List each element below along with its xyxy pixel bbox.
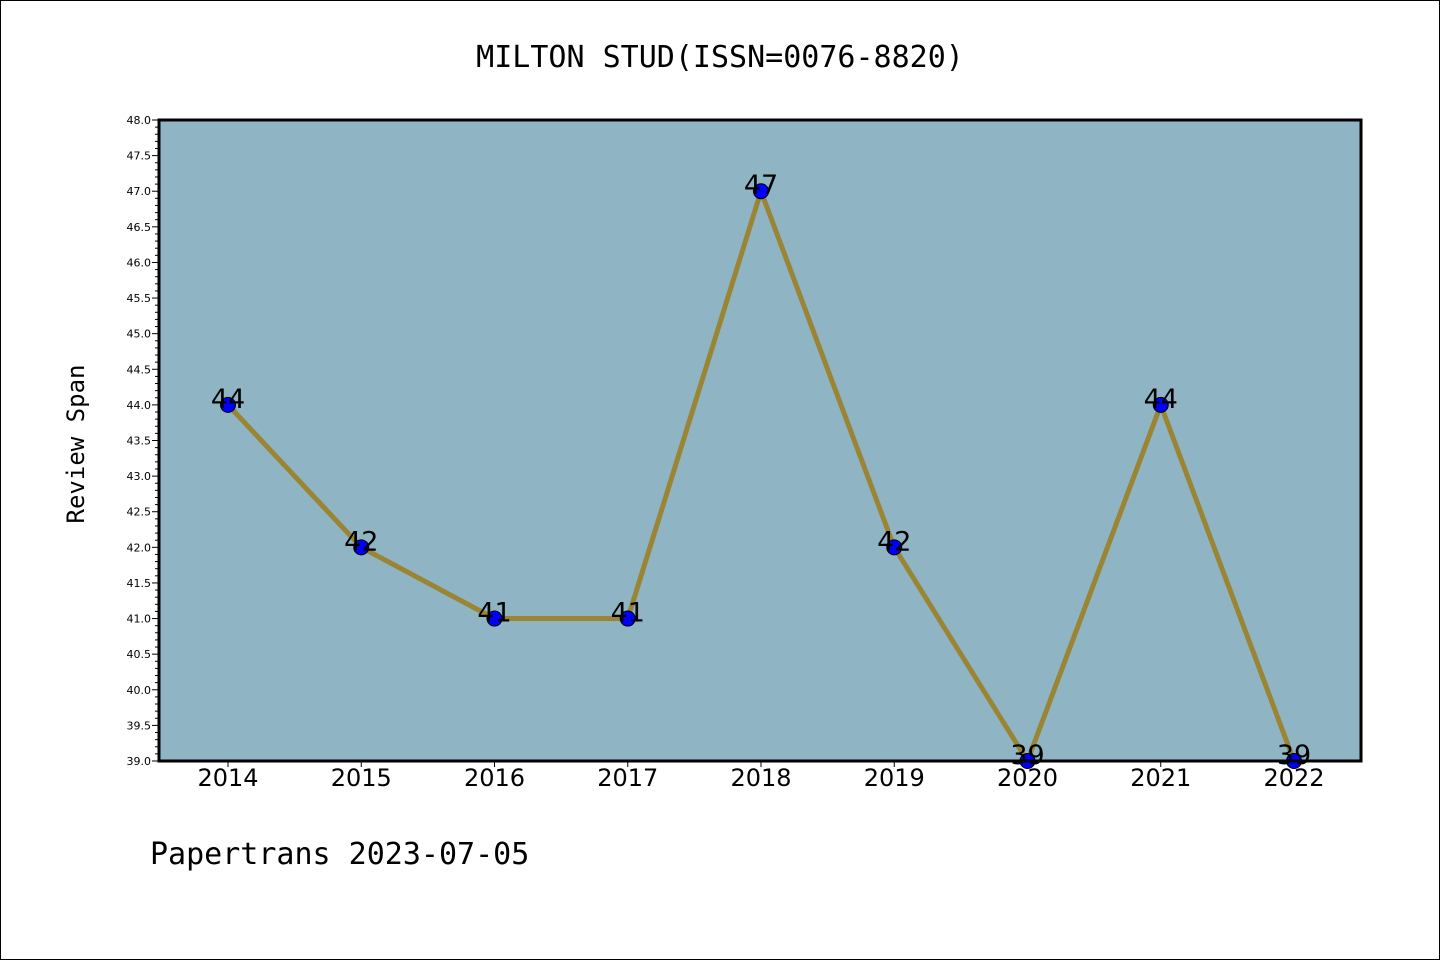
chart-title: MILTON STUD(ISSN=0076-8820) bbox=[476, 40, 964, 75]
data-label: 47 bbox=[744, 170, 778, 201]
data-label: 44 bbox=[211, 384, 245, 415]
x-tick-label: 2016 bbox=[464, 764, 525, 792]
data-point bbox=[1152, 396, 1169, 413]
y-tick-label: 40.0 bbox=[127, 684, 152, 697]
x-axis: 2014 2015 2016 2017 2018 2019 2020 2021 2022 bbox=[197, 761, 1325, 792]
y-tick-label: 44.0 bbox=[127, 399, 152, 412]
y-tick-label: 41.0 bbox=[127, 613, 152, 626]
y-tick-label: 47.5 bbox=[127, 150, 152, 163]
data-point bbox=[353, 539, 370, 556]
data-point bbox=[220, 396, 236, 413]
data-point bbox=[486, 610, 503, 627]
data-point bbox=[886, 539, 903, 556]
data-label: 39 bbox=[1277, 740, 1311, 771]
y-tick-label: 46.0 bbox=[127, 256, 152, 269]
y-tick-label: 42.5 bbox=[127, 506, 152, 519]
x-tick-label: 2021 bbox=[1130, 764, 1191, 792]
x-tick-label: 2017 bbox=[597, 764, 658, 792]
y-tick-label: 40.5 bbox=[127, 648, 152, 661]
data-label: 39 bbox=[1010, 740, 1044, 771]
y-tick-label: 43.0 bbox=[127, 470, 152, 483]
y-tick-label: 42.0 bbox=[127, 541, 152, 554]
y-tick-label: 47.0 bbox=[127, 185, 152, 198]
footer-text: Papertrans 2023-07-05 bbox=[150, 837, 529, 872]
y-axis: 39.0 39.5 40.0 40.5 41.0 41.5 42.0 42.5 43.0 43.5… bbox=[127, 114, 159, 768]
data-label: 42 bbox=[877, 526, 911, 557]
y-tick-label: 48.0 bbox=[127, 114, 152, 127]
data-label: 41 bbox=[611, 598, 645, 629]
data-labels: 44 42 41 41 47 42 39 44 39 bbox=[211, 170, 1311, 771]
y-tick-label: 45.5 bbox=[127, 292, 152, 305]
data-point bbox=[619, 610, 636, 627]
plot-border bbox=[157, 118, 1363, 763]
data-label: 41 bbox=[477, 598, 511, 629]
y-axis-label: Review Span bbox=[62, 365, 90, 524]
y-tick-label: 46.5 bbox=[127, 221, 152, 234]
y-tick-label: 44.5 bbox=[127, 363, 152, 376]
y-tick-label: 39.5 bbox=[127, 719, 152, 732]
data-label: 42 bbox=[344, 526, 378, 557]
y-tick-label: 41.5 bbox=[127, 577, 152, 590]
y-tick-label: 45.0 bbox=[127, 328, 152, 341]
plot-area bbox=[159, 120, 1361, 761]
data-point bbox=[753, 183, 769, 200]
data-label: 44 bbox=[1144, 384, 1178, 415]
x-tick-label: 2018 bbox=[730, 764, 791, 792]
data-points bbox=[220, 183, 1302, 769]
y-tick-label: 43.5 bbox=[127, 435, 152, 448]
x-tick-label: 2019 bbox=[864, 764, 925, 792]
y-tick-label: 39.0 bbox=[127, 755, 152, 768]
x-tick-label: 2015 bbox=[331, 764, 392, 792]
x-tick-label: 2014 bbox=[197, 764, 258, 792]
